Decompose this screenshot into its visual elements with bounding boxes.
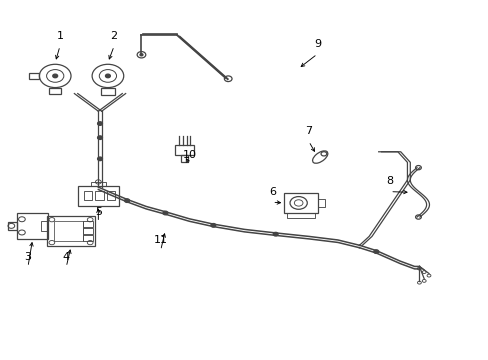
Bar [83,235,92,241]
Text: 7: 7 [305,126,312,136]
Bar [83,228,92,234]
Bar [284,193,317,213]
Text: 1: 1 [57,31,63,41]
Circle shape [105,74,110,78]
Bar [83,191,92,201]
Bar [106,191,115,201]
Text: 5: 5 [95,207,102,217]
Text: 2: 2 [110,31,118,41]
Circle shape [373,250,378,253]
Bar [83,221,92,227]
Circle shape [273,233,278,236]
Text: 4: 4 [62,252,70,262]
Bar [181,155,188,162]
Bar [317,199,325,207]
Circle shape [53,74,58,78]
Circle shape [140,54,142,56]
Bar [78,186,119,206]
Bar [29,73,40,79]
Circle shape [98,122,102,125]
Bar [54,221,83,241]
Circle shape [163,211,167,215]
Bar [95,191,103,201]
Bar [286,213,315,218]
Bar [7,222,17,230]
Circle shape [98,136,102,139]
Text: 3: 3 [24,252,31,262]
Bar [49,87,61,94]
Text: 6: 6 [268,187,275,197]
Text: 8: 8 [386,176,393,186]
Bar [41,221,47,231]
Bar [101,87,114,95]
Circle shape [98,157,102,161]
Bar [47,216,95,246]
Bar [175,145,194,155]
Bar [17,213,48,239]
Circle shape [124,199,129,202]
Text: 11: 11 [153,235,167,245]
Text: 9: 9 [313,39,320,49]
Text: 10: 10 [182,149,196,159]
Circle shape [210,224,215,227]
Bar [91,182,105,186]
